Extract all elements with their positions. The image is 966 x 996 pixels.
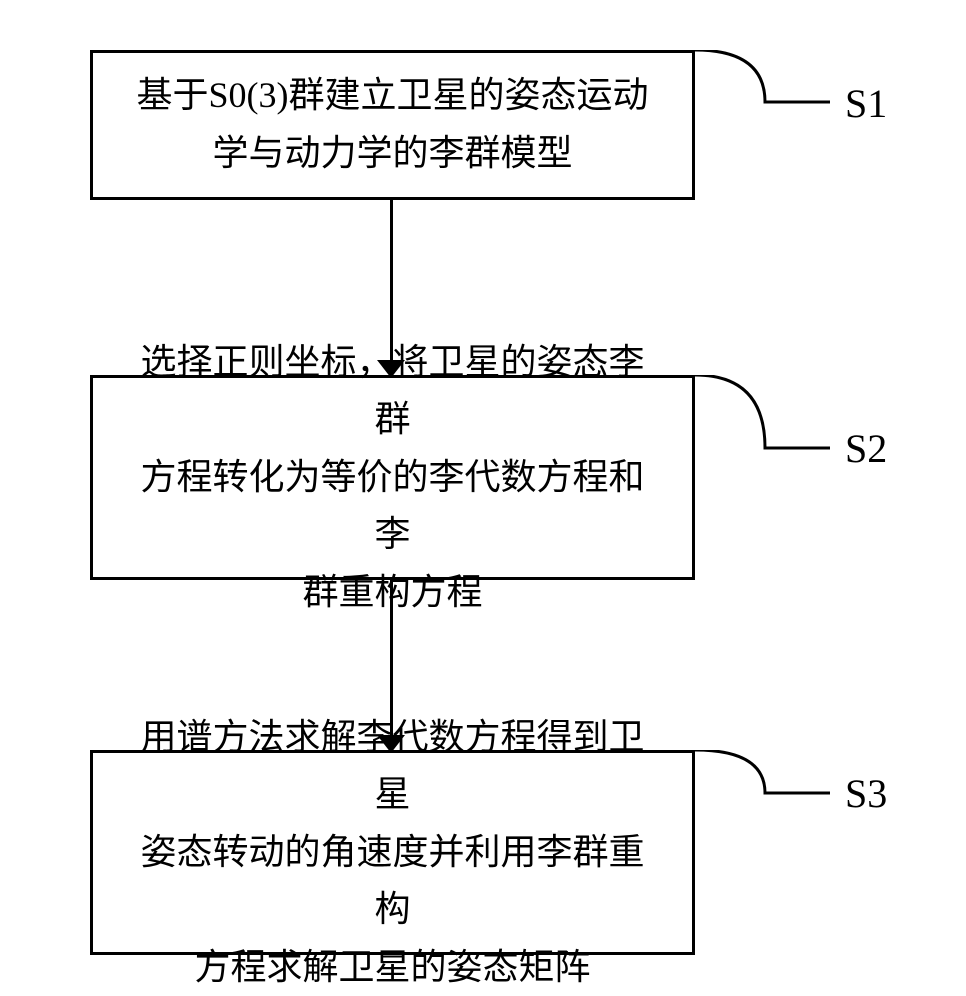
brace-s2 bbox=[695, 375, 835, 580]
box-s2-text: 选择正则坐标，将卫星的姿态李群 方程转化为等价的李代数方程和李 群重构方程 bbox=[123, 334, 662, 622]
box-s3-line2: 姿态转动的角速度并利用李群重构 bbox=[140, 832, 644, 930]
box-s2-line2: 方程转化为等价的李代数方程和李 bbox=[140, 457, 644, 555]
flowchart-box-s3: 用谱方法求解李代数方程得到卫星 姿态转动的角速度并利用李群重构 方程求解卫星的姿… bbox=[90, 750, 695, 955]
box-s3-line1: 用谱方法求解李代数方程得到卫星 bbox=[140, 717, 644, 815]
box-s1-line2: 学与动力学的李群模型 bbox=[212, 133, 572, 173]
box-s1-text: 基于S0(3)群建立卫星的姿态运动 学与动力学的李群模型 bbox=[137, 67, 649, 182]
box-s3-text: 用谱方法求解李代数方程得到卫星 姿态转动的角速度并利用李群重构 方程求解卫星的姿… bbox=[123, 709, 662, 996]
brace-s1 bbox=[695, 50, 835, 200]
flowchart-box-s1: 基于S0(3)群建立卫星的姿态运动 学与动力学的李群模型 bbox=[90, 50, 695, 200]
brace-s3 bbox=[695, 750, 835, 955]
box-s2-line1: 选择正则坐标，将卫星的姿态李群 bbox=[140, 342, 644, 440]
flowchart-box-s2: 选择正则坐标，将卫星的姿态李群 方程转化为等价的李代数方程和李 群重构方程 bbox=[90, 375, 695, 580]
step-label-s2: S2 bbox=[845, 425, 887, 472]
step-label-s1: S1 bbox=[845, 80, 887, 127]
box-s1-line1: 基于S0(3)群建立卫星的姿态运动 bbox=[137, 75, 649, 115]
step-label-s3: S3 bbox=[845, 770, 887, 817]
